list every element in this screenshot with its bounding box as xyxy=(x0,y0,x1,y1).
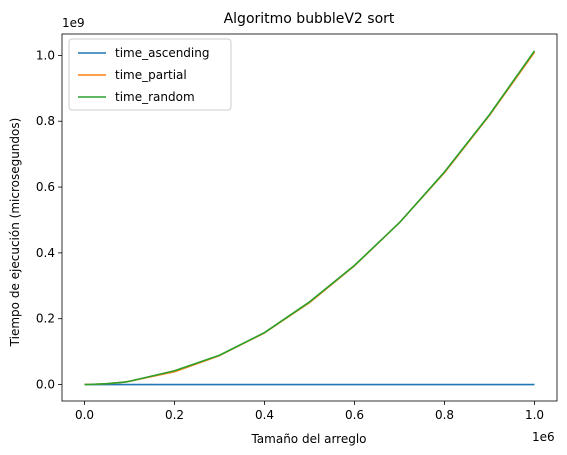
x-tick-label: 0.2 xyxy=(165,408,184,422)
legend-label-time_ascending: time_ascending xyxy=(115,46,209,60)
y-tick-label: 0.2 xyxy=(36,312,55,326)
plot-area: 0.0 0.2 0.4 0.6 0.8 1.0 0.0 0.2 0.4 0.6 0.8 1.0 time… xyxy=(36,33,558,422)
y-offset-label: 1e9 xyxy=(62,16,85,30)
y-tick-label: 1.0 xyxy=(36,48,55,62)
y-tick-label: 0.8 xyxy=(36,114,55,128)
x-tick-label: 0.4 xyxy=(255,408,274,422)
legend-label-time_partial: time_partial xyxy=(115,68,187,82)
x-tick-label: 0.0 xyxy=(75,408,94,422)
legend-box xyxy=(68,38,232,111)
x-tick-label: 0.8 xyxy=(435,408,454,422)
x-tick-label: 1.0 xyxy=(525,408,544,422)
x-tick-label: 0.6 xyxy=(345,408,364,422)
x-offset-label: 1e6 xyxy=(532,430,555,444)
legend-label-time_random: time_random xyxy=(115,90,195,104)
series-line-time_random xyxy=(84,50,536,386)
y-axis-label: Tiempo de ejecución (microsegundos) xyxy=(8,118,22,348)
x-axis-label: Tamaño del arreglo xyxy=(250,432,366,446)
axes-frame xyxy=(61,33,558,402)
y-tick-label: 0.0 xyxy=(36,378,55,392)
legend: time_ascending time_partial time_random xyxy=(68,38,232,111)
y-tick-label: 0.4 xyxy=(36,246,55,260)
chart-title: Algoritmo bubbleV2 sort xyxy=(224,11,395,27)
y-tick-label: 0.6 xyxy=(36,180,55,194)
